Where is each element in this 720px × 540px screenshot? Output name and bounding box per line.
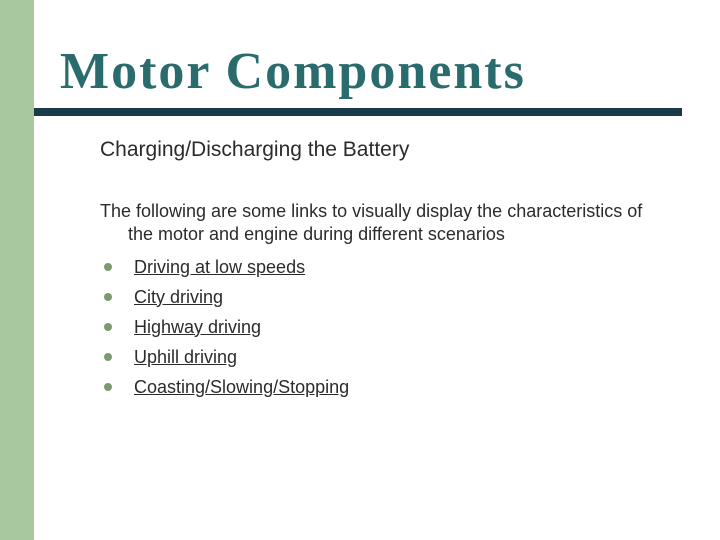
subtitle: Charging/Discharging the Battery	[100, 138, 409, 162]
link-city-driving[interactable]: City driving	[134, 287, 223, 308]
bullet-icon	[104, 263, 112, 271]
link-coasting-slowing-stopping[interactable]: Coasting/Slowing/Stopping	[134, 377, 349, 398]
bullet-icon	[104, 323, 112, 331]
page-title: Motor Components	[60, 42, 526, 101]
left-accent-bar	[0, 0, 34, 540]
bullet-icon	[104, 293, 112, 301]
list-item: City driving	[104, 284, 664, 310]
bullet-icon	[104, 353, 112, 361]
bullet-icon	[104, 383, 112, 391]
intro-line-1: The following are some links to visually…	[100, 200, 670, 223]
intro-text: The following are some links to visually…	[100, 200, 670, 247]
title-underline	[34, 108, 682, 116]
link-uphill-driving[interactable]: Uphill driving	[134, 347, 237, 368]
link-highway-driving[interactable]: Highway driving	[134, 317, 261, 338]
link-list: Driving at low speeds City driving Highw…	[104, 254, 664, 404]
link-low-speeds[interactable]: Driving at low speeds	[134, 257, 305, 278]
list-item: Coasting/Slowing/Stopping	[104, 374, 664, 400]
list-item: Highway driving	[104, 314, 664, 340]
list-item: Driving at low speeds	[104, 254, 664, 280]
list-item: Uphill driving	[104, 344, 664, 370]
intro-line-2: the motor and engine during different sc…	[100, 223, 670, 246]
